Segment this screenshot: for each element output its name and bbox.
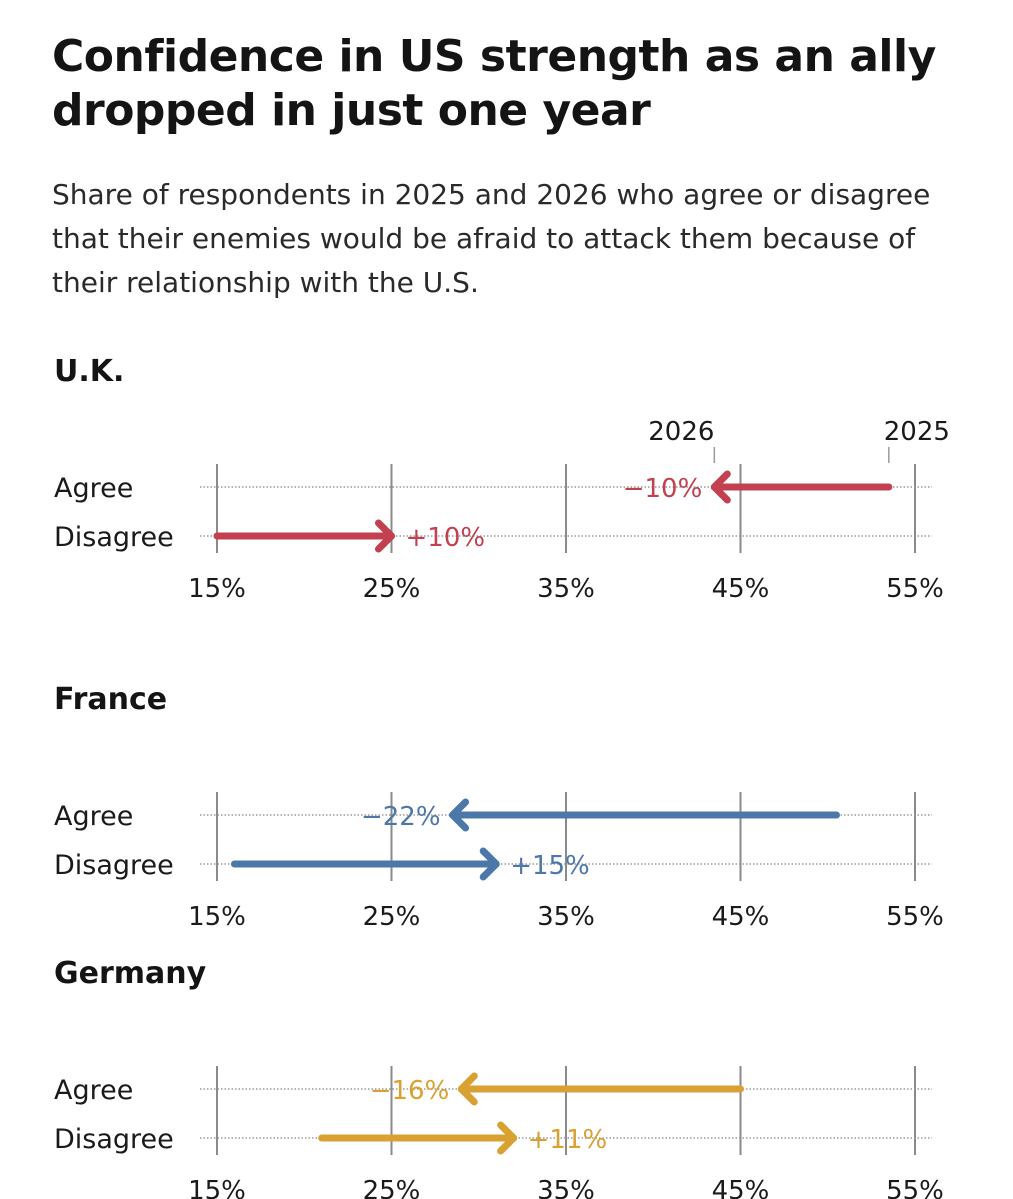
- chart-subtitle: Share of respondents in 2025 and 2026 wh…: [52, 178, 931, 299]
- panel-title: U.K.: [54, 354, 124, 389]
- x-tick-label: 45%: [712, 1176, 770, 1199]
- row-label: Disagree: [54, 522, 174, 553]
- panel-title: France: [54, 682, 167, 717]
- year-label-start: 2025: [884, 417, 950, 447]
- change-arrow-head: [497, 1121, 518, 1155]
- x-tick-label: 55%: [886, 902, 944, 932]
- row-label: Agree: [54, 473, 133, 504]
- change-label: −10%: [623, 474, 703, 504]
- x-tick-label: 45%: [712, 574, 770, 604]
- change-label: −16%: [370, 1076, 450, 1106]
- panel-title: Germany: [54, 956, 207, 991]
- change-arrow-head: [449, 798, 470, 832]
- x-tick-label: 35%: [537, 902, 595, 932]
- x-tick-label: 55%: [886, 574, 944, 604]
- x-tick-label: 25%: [363, 574, 421, 604]
- x-tick-label: 25%: [363, 902, 421, 932]
- row-label: Agree: [54, 1075, 133, 1106]
- x-tick-label: 25%: [363, 1176, 421, 1199]
- row-label: Agree: [54, 801, 133, 832]
- x-tick-label: 45%: [712, 902, 770, 932]
- change-label: +10%: [406, 523, 486, 553]
- x-tick-label: 55%: [886, 1176, 944, 1199]
- change-arrow-head: [375, 519, 395, 553]
- year-label-end: 2026: [648, 417, 714, 447]
- x-tick-label: 35%: [537, 1176, 595, 1199]
- change-arrow-head: [479, 847, 500, 881]
- change-arrow-head: [457, 1072, 478, 1106]
- change-label: −22%: [361, 802, 441, 832]
- change-arrow-head: [710, 470, 731, 504]
- change-label: +15%: [510, 851, 590, 881]
- row-label: Disagree: [54, 850, 174, 881]
- row-label: Disagree: [54, 1124, 174, 1155]
- x-tick-label: 15%: [188, 1176, 246, 1199]
- chart-title: Confidence in US strength as an ally dro…: [52, 31, 936, 136]
- x-tick-label: 35%: [537, 574, 595, 604]
- x-tick-label: 15%: [188, 574, 246, 604]
- change-label: +11%: [528, 1125, 608, 1155]
- x-tick-label: 15%: [188, 902, 246, 932]
